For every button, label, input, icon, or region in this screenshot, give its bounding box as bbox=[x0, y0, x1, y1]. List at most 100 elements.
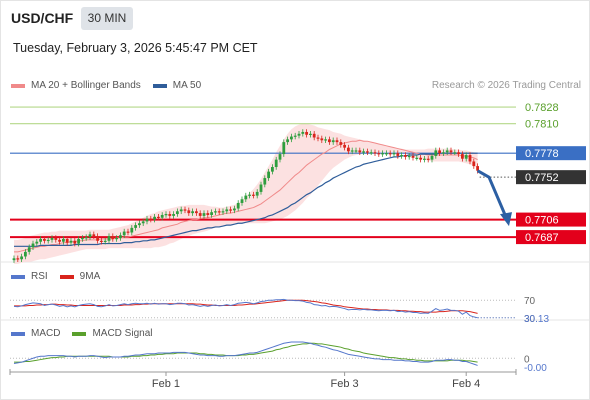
candle-body bbox=[343, 144, 346, 148]
candle-body bbox=[168, 214, 172, 216]
candle-body bbox=[312, 133, 316, 138]
candle-body bbox=[50, 238, 54, 240]
candle-body bbox=[92, 234, 96, 237]
rsi-swatch-icon bbox=[11, 274, 25, 279]
candle-body bbox=[290, 136, 293, 140]
level-labels: 0.7828 0.7810 0.7778 0.7752 0.7706 0.7687 bbox=[516, 102, 586, 245]
candle-body bbox=[153, 216, 156, 220]
pivot-level-badge bbox=[516, 146, 586, 161]
rsi-ma-line bbox=[14, 299, 478, 314]
candle-body bbox=[65, 238, 69, 243]
timeframe-button[interactable]: 30 MIN bbox=[81, 7, 133, 30]
candle-body bbox=[461, 154, 464, 159]
bollinger-band-fill bbox=[14, 123, 478, 264]
forecast-arrow-path bbox=[476, 169, 508, 218]
candle-body bbox=[195, 211, 198, 214]
candle-body bbox=[191, 211, 194, 214]
candle-body bbox=[350, 150, 354, 152]
macd-panel: 0-0.00 bbox=[10, 341, 547, 374]
current-price-badge bbox=[516, 170, 586, 185]
rsi-reference-label: 30 bbox=[524, 314, 536, 325]
candle-body bbox=[468, 155, 472, 162]
legend-rsi-ma-label: 9MA bbox=[79, 271, 101, 282]
resistance-level-label: 0.7810 bbox=[525, 119, 559, 131]
candle-body bbox=[293, 135, 297, 137]
macd-last-value: -0.00 bbox=[524, 363, 547, 374]
candle-body bbox=[301, 131, 305, 134]
candle-body bbox=[419, 157, 422, 160]
rsi-last-value: 30.13 bbox=[524, 314, 549, 325]
macd-signal-swatch-icon bbox=[72, 331, 87, 336]
candle-body bbox=[453, 152, 457, 154]
candle-body bbox=[100, 240, 103, 242]
candle-body bbox=[149, 218, 153, 220]
candle-body bbox=[202, 213, 206, 216]
legend-macd-signal-label: MACD Signal bbox=[92, 328, 153, 339]
candle-body bbox=[138, 223, 141, 226]
legend-ma50: MA 50 bbox=[152, 80, 202, 91]
macd-zero-label: 0 bbox=[524, 354, 530, 365]
macd-swatch-icon bbox=[11, 331, 25, 336]
candles bbox=[12, 129, 479, 263]
support-level-badge bbox=[516, 230, 586, 245]
candle-body bbox=[381, 153, 384, 155]
legend-ma50-label: MA 50 bbox=[172, 80, 202, 91]
candle-body bbox=[305, 131, 308, 135]
candle-body bbox=[103, 240, 107, 242]
ma20-line bbox=[14, 139, 478, 253]
candle-body bbox=[141, 221, 145, 224]
ma20-swatch-icon bbox=[11, 83, 25, 88]
candle-body bbox=[16, 258, 20, 260]
time-axis-label: Feb 4 bbox=[452, 378, 480, 390]
legend-ma20: MA 20 + Bollinger Bands bbox=[11, 80, 141, 91]
candle-body bbox=[183, 209, 187, 211]
time-axis-label: Feb 3 bbox=[331, 378, 359, 390]
candle-body bbox=[434, 150, 438, 156]
candle-body bbox=[229, 209, 232, 211]
candle-body bbox=[58, 239, 61, 242]
candle-body bbox=[271, 167, 274, 172]
candle-body bbox=[407, 155, 411, 158]
candle-body bbox=[187, 210, 191, 214]
candle-body bbox=[464, 155, 468, 159]
candle-body bbox=[335, 140, 339, 143]
pivot-level-label: 0.7778 bbox=[525, 148, 559, 160]
research-credit: Research © 2026 Trading Central bbox=[431, 80, 581, 91]
candle-body bbox=[236, 202, 240, 209]
candle-body bbox=[172, 214, 175, 216]
candle-body bbox=[476, 166, 479, 171]
candle-body bbox=[445, 150, 449, 153]
datetime-label: Tuesday, February 3, 2026 5:45:47 PM CET bbox=[13, 41, 258, 55]
legend-macd-label: MACD bbox=[31, 328, 61, 339]
candle-body bbox=[404, 155, 407, 157]
candle-body bbox=[198, 213, 202, 216]
legend-macd-signal: MACD Signal bbox=[72, 328, 152, 339]
legend-rsi: RSI bbox=[11, 271, 48, 282]
candle-body bbox=[354, 150, 358, 152]
ma50-line bbox=[14, 152, 478, 247]
candle-body bbox=[415, 157, 419, 159]
candle-body bbox=[96, 236, 99, 241]
candle-body bbox=[115, 238, 118, 240]
candle-body bbox=[88, 234, 92, 238]
candle-body bbox=[206, 213, 210, 215]
rsi-reference-label: 70 bbox=[524, 296, 536, 307]
candle-body bbox=[221, 211, 225, 213]
candle-body bbox=[286, 139, 289, 143]
macd-line bbox=[13, 341, 478, 366]
candle-body bbox=[160, 214, 164, 218]
candle-body bbox=[316, 137, 320, 139]
candle-body bbox=[77, 238, 80, 244]
candle-body bbox=[35, 241, 39, 244]
candle-body bbox=[107, 236, 111, 241]
time-axis-label: Feb 1 bbox=[152, 378, 180, 390]
candle-body bbox=[31, 243, 35, 248]
legend-rsi-ma: 9MA bbox=[59, 271, 101, 282]
candle-body bbox=[164, 214, 168, 216]
forecast-arrowhead bbox=[500, 212, 512, 227]
time-axis: Feb 1 Feb 3 Feb 4 bbox=[9, 369, 517, 390]
legend-rsi-label: RSI bbox=[31, 271, 48, 282]
rsi-line bbox=[13, 298, 478, 319]
